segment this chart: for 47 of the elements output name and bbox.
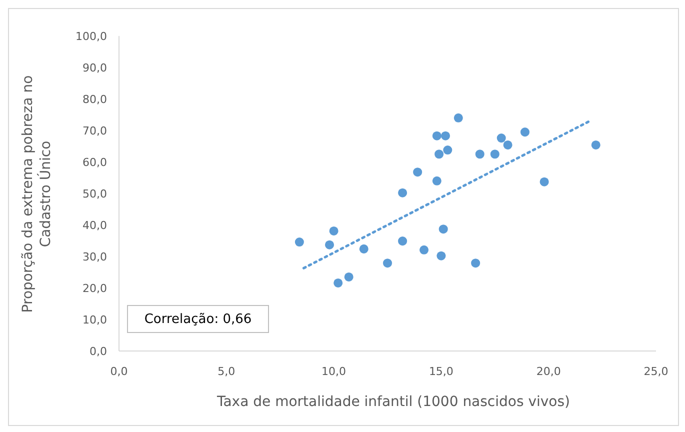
point — [454, 113, 463, 122]
point — [471, 258, 480, 268]
x-tick-label: 10,0 — [322, 364, 346, 378]
point — [398, 188, 408, 198]
point — [420, 245, 429, 254]
point — [382, 258, 392, 268]
point — [432, 176, 442, 186]
y-tick-label: 0,0 — [90, 344, 107, 358]
x-tick-label: 25,0 — [644, 364, 668, 378]
y-tick-label: 70,0 — [82, 124, 107, 138]
point — [398, 236, 408, 246]
point — [359, 244, 368, 254]
x-tick-label: 20,0 — [536, 364, 561, 378]
x-tick-label: 0,0 — [110, 364, 128, 378]
point — [490, 150, 500, 159]
x-tick-label: 5,0 — [218, 364, 236, 378]
point — [591, 140, 600, 150]
point — [438, 224, 448, 234]
point — [344, 272, 354, 282]
point — [413, 168, 422, 177]
y-tick-label: 100,0 — [76, 30, 107, 43]
point — [329, 226, 338, 236]
point — [440, 131, 450, 140]
y-axis-title: Proporção da extrema pobreza no Cadastro Único — [19, 74, 55, 315]
x-tick-label: 15,0 — [428, 364, 454, 378]
point — [434, 150, 444, 159]
point — [432, 131, 442, 140]
y-tick-label: 10,0 — [82, 313, 107, 326]
y-tick-label: 20,0 — [82, 282, 107, 295]
y-tick-label: 80,0 — [82, 92, 107, 106]
point — [496, 134, 506, 143]
y-tick-label: 60,0 — [82, 156, 107, 169]
y-tick-label: 90,0 — [82, 61, 107, 74]
y-tick-label: 50,0 — [82, 187, 107, 200]
y-tick-label: 30,0 — [82, 250, 107, 264]
point — [324, 240, 334, 250]
annotation: Correlação: 0,66 — [127, 305, 269, 333]
point — [475, 150, 484, 159]
point — [520, 128, 530, 137]
point — [294, 238, 304, 247]
point — [443, 146, 452, 155]
point — [436, 251, 446, 260]
x-axis-title: Taxa de mortalidade infantil (1000 nascidos vivos) — [216, 394, 571, 410]
point — [334, 278, 343, 288]
point — [503, 140, 512, 150]
y-tick-label: 40,0 — [82, 218, 107, 232]
point — [540, 177, 549, 186]
